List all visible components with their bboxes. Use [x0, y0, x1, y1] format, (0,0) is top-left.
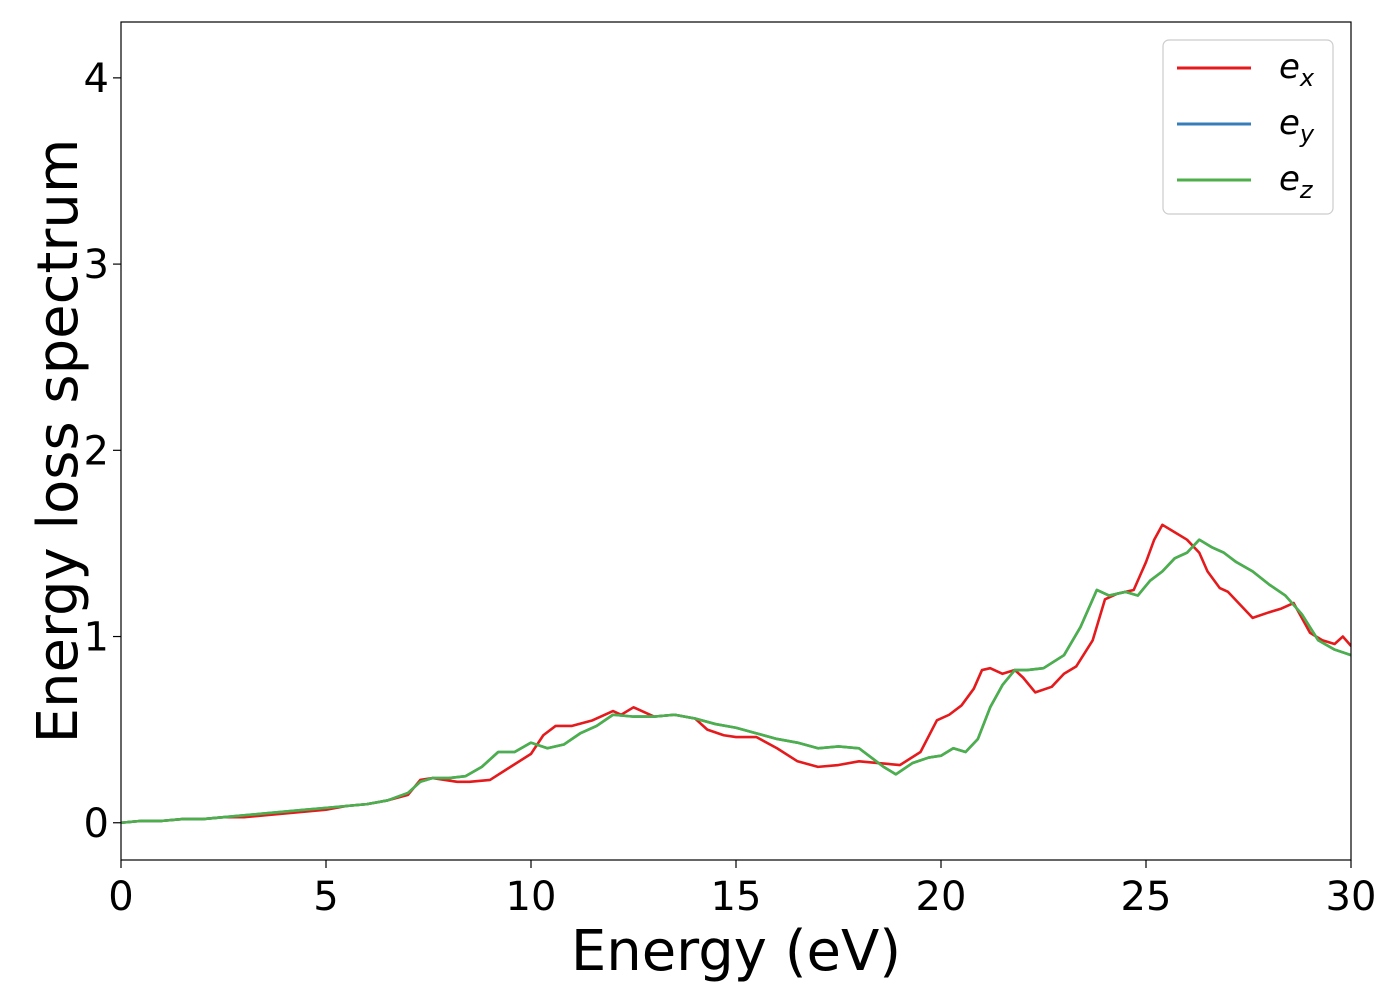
series-line-x: [121, 523, 1351, 825]
x-tick-label: 5: [313, 874, 338, 920]
x-tick-label: 10: [506, 874, 557, 920]
x-tick-label: 0: [108, 874, 133, 920]
y-tick-label: 3: [84, 242, 109, 288]
y-tick-label: 0: [84, 801, 109, 847]
x-tick-label: 15: [711, 874, 762, 920]
series-line-y: [121, 538, 1351, 825]
legend-label: ey: [1279, 103, 1315, 148]
x-tick-label: 20: [916, 874, 967, 920]
y-tick-label: 2: [84, 428, 109, 474]
y-axis-label: Energy loss spectrum: [26, 139, 91, 744]
plot-series-group: [121, 523, 1351, 825]
legend-item-x: ex: [1177, 47, 1315, 92]
legend-item-y: ey: [1177, 103, 1315, 148]
x-axis: 0 5 10 15 20 25 30: [108, 860, 1376, 920]
legend-item-z: ez: [1177, 159, 1314, 204]
y-tick-label: 1: [84, 615, 109, 661]
x-axis-label: Energy (eV): [571, 919, 901, 984]
legend-label: ex: [1279, 47, 1315, 92]
series-line-z: [121, 538, 1351, 825]
legend-label: ez: [1279, 159, 1314, 204]
y-axis: 0 1 2 3 4: [84, 56, 121, 847]
x-tick-label: 25: [1121, 874, 1172, 920]
legend: ex ey ez: [1162, 39, 1334, 215]
x-tick-label: 30: [1326, 874, 1377, 920]
legend-box: [1162, 39, 1334, 215]
y-tick-label: 4: [84, 56, 109, 102]
